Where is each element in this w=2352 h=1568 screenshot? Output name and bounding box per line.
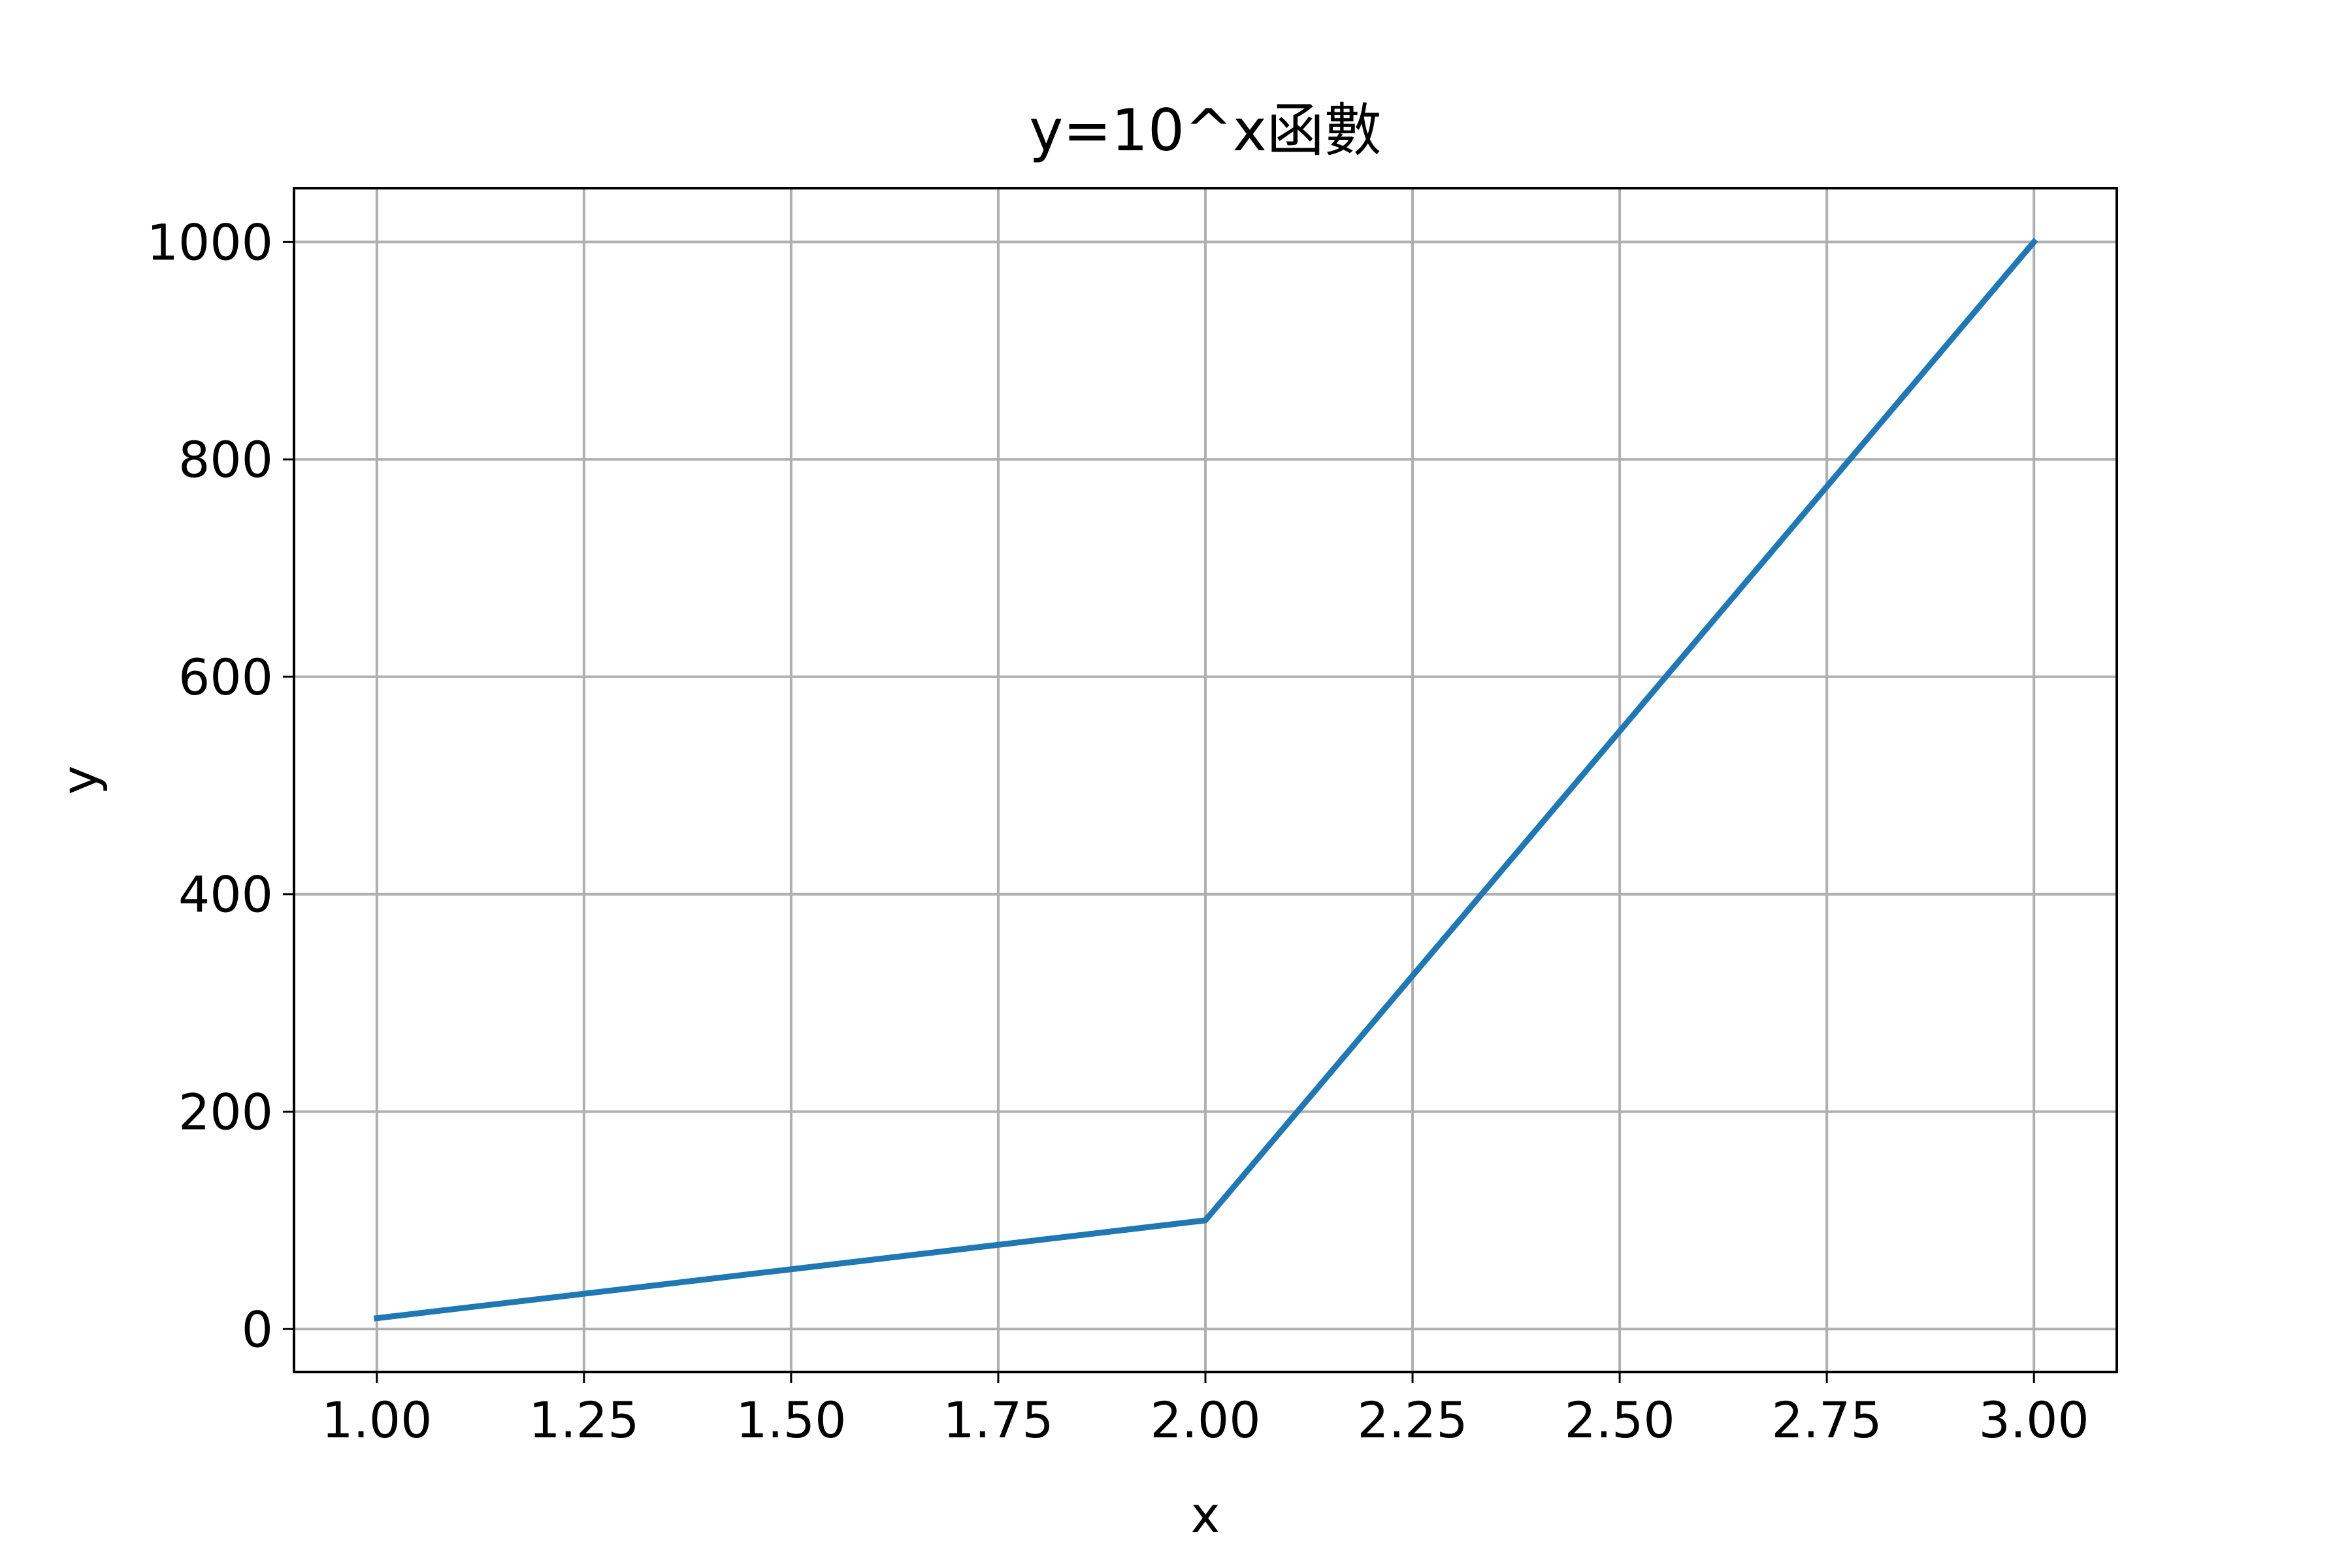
y-tick-label: 0 [242, 1300, 273, 1358]
y-tick-label: 1000 [147, 213, 273, 271]
series-line [373, 238, 2038, 1322]
x-tick-label: 2.25 [1357, 1391, 1467, 1449]
x-tick-label: 1.00 [321, 1391, 432, 1449]
x-tick-label: 3.00 [1979, 1391, 2089, 1449]
grid [294, 188, 2117, 1372]
x-tick-label: 2.00 [1150, 1391, 1260, 1449]
x-tick-label: 2.75 [1772, 1391, 1882, 1449]
x-tick-label: 1.75 [943, 1391, 1053, 1449]
chart-title: y=10^x函數 [1029, 97, 1382, 164]
y-tick-label: 600 [178, 648, 273, 706]
y-axis-label: y [50, 766, 108, 795]
ticks: 1.00 1.25 1.50 1.75 2.00 2.25 2.50 2.75 3.00 0 200… [147, 213, 2089, 1449]
x-tick-label: 1.25 [529, 1391, 639, 1449]
y-tick-label: 200 [178, 1083, 273, 1141]
series-layer [373, 238, 2038, 1322]
x-tick-label: 1.50 [736, 1391, 846, 1449]
y-tick-label: 400 [178, 866, 273, 924]
y-tick-label: 800 [178, 431, 273, 489]
x-axis-label: x [1191, 1486, 1220, 1544]
x-tick-label: 2.50 [1564, 1391, 1674, 1449]
